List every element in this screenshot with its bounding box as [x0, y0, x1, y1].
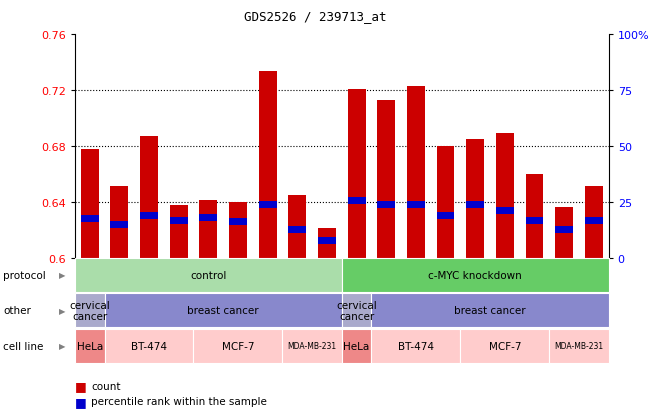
Bar: [140, 137, 158, 258]
Bar: [288, 195, 306, 258]
Bar: [111, 187, 128, 258]
Text: GDS2526 / 239713_at: GDS2526 / 239713_at: [245, 10, 387, 23]
Bar: [318, 238, 336, 245]
Bar: [378, 202, 395, 209]
Text: BT-474: BT-474: [131, 341, 167, 351]
Text: breast cancer: breast cancer: [454, 306, 526, 316]
Text: cervical
cancer: cervical cancer: [69, 300, 110, 321]
Bar: [407, 87, 425, 258]
Bar: [81, 150, 98, 258]
Bar: [348, 90, 365, 258]
Bar: [258, 202, 277, 209]
Text: ■: ■: [75, 379, 87, 392]
Text: MCF-7: MCF-7: [222, 341, 255, 351]
Bar: [585, 187, 603, 258]
Bar: [466, 140, 484, 258]
Text: ▶: ▶: [59, 271, 65, 280]
Bar: [348, 197, 365, 204]
Text: MCF-7: MCF-7: [489, 341, 521, 351]
Bar: [437, 213, 454, 220]
Bar: [199, 214, 217, 221]
Bar: [111, 221, 128, 228]
Bar: [81, 216, 98, 223]
Bar: [170, 205, 187, 258]
Text: ▶: ▶: [59, 306, 65, 315]
Text: ▶: ▶: [59, 342, 65, 351]
Bar: [466, 202, 484, 209]
Text: cervical
cancer: cervical cancer: [336, 300, 377, 321]
Text: HeLa: HeLa: [77, 341, 103, 351]
Text: MDA-MB-231: MDA-MB-231: [288, 342, 337, 351]
Bar: [407, 202, 425, 209]
Bar: [288, 227, 306, 234]
Text: percentile rank within the sample: percentile rank within the sample: [91, 396, 267, 406]
Text: other: other: [3, 306, 31, 316]
Bar: [378, 101, 395, 258]
Bar: [318, 229, 336, 258]
Bar: [555, 227, 573, 234]
Bar: [525, 174, 544, 258]
Text: HeLa: HeLa: [344, 341, 370, 351]
Bar: [496, 207, 514, 214]
Text: count: count: [91, 381, 120, 391]
Text: control: control: [190, 270, 227, 280]
Bar: [140, 213, 158, 220]
Bar: [170, 217, 187, 224]
Text: BT-474: BT-474: [398, 341, 434, 351]
Bar: [258, 71, 277, 258]
Bar: [229, 218, 247, 225]
Bar: [437, 147, 454, 258]
Bar: [199, 201, 217, 258]
Text: MDA-MB-231: MDA-MB-231: [555, 342, 603, 351]
Bar: [555, 208, 573, 258]
Bar: [229, 202, 247, 258]
Bar: [525, 217, 544, 224]
Text: c-MYC knockdown: c-MYC knockdown: [428, 270, 522, 280]
Bar: [585, 217, 603, 224]
Text: breast cancer: breast cancer: [187, 306, 259, 316]
Bar: [496, 134, 514, 258]
Text: cell line: cell line: [3, 341, 44, 351]
Text: ■: ■: [75, 395, 87, 408]
Text: protocol: protocol: [3, 270, 46, 280]
